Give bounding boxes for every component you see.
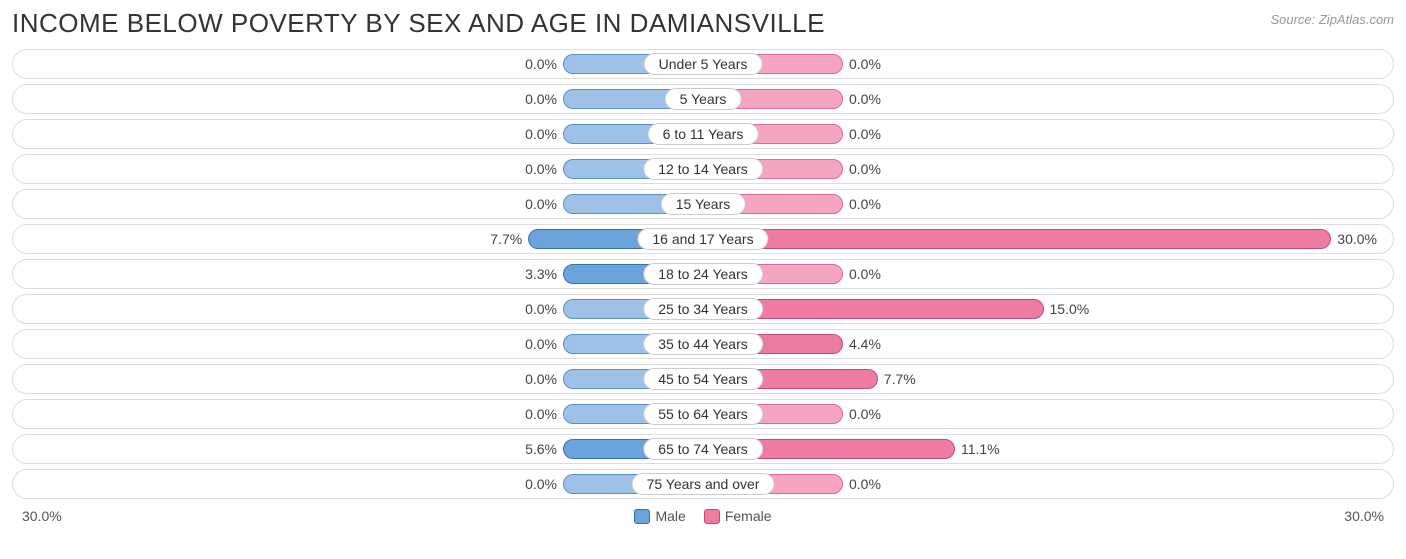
category-label: 55 to 64 Years <box>643 403 763 425</box>
legend-male-label: Male <box>655 508 685 524</box>
female-value: 0.0% <box>843 266 887 282</box>
female-swatch-icon <box>704 509 720 524</box>
category-label: 6 to 11 Years <box>648 123 759 145</box>
row-left-half: 0.0% <box>23 120 703 148</box>
chart-row: 0.0% 0.0% 15 Years <box>12 189 1394 219</box>
female-value: 0.0% <box>843 406 887 422</box>
female-value: 7.7% <box>878 371 922 387</box>
legend: Male Female <box>634 508 771 524</box>
row-left-half: 0.0% <box>23 50 703 78</box>
diverging-bar-chart: 0.0%0.0%Under 5 Years0.0%0.0%5 Years0.0%… <box>12 49 1394 499</box>
category-label: 35 to 44 Years <box>643 333 763 355</box>
category-label: 5 Years <box>665 88 742 110</box>
chart-row: 0.0% 0.0% Under 5 Years <box>12 49 1394 79</box>
male-swatch-icon <box>634 509 650 524</box>
chart-row: 0.0% 0.0% 6 to 11 Years <box>12 119 1394 149</box>
category-label: 45 to 54 Years <box>643 368 763 390</box>
row-left-half: 7.7% <box>23 225 703 253</box>
male-value: 0.0% <box>519 126 563 142</box>
male-value: 0.0% <box>519 336 563 352</box>
category-label: 75 Years and over <box>632 473 775 495</box>
chart-row: 0.0% 0.0% 75 Years and over <box>12 469 1394 499</box>
category-label: 25 to 34 Years <box>643 298 763 320</box>
chart-row: 3.3% 0.0% 18 to 24 Years <box>12 259 1394 289</box>
row-right-half: 0.0% <box>703 260 1383 288</box>
chart-row: 0.0% 15.0% 25 to 34 Years <box>12 294 1394 324</box>
female-value: 0.0% <box>843 56 887 72</box>
male-value: 0.0% <box>519 91 563 107</box>
legend-male: Male <box>634 508 685 524</box>
male-value: 0.0% <box>519 476 563 492</box>
row-right-half: 4.4% <box>703 330 1383 358</box>
chart-row: 0.0% 4.4% 35 to 44 Years <box>12 329 1394 359</box>
category-label: 12 to 14 Years <box>643 158 763 180</box>
category-label: 15 Years <box>661 193 746 215</box>
row-right-half: 15.0% <box>703 295 1383 323</box>
female-value: 0.0% <box>843 161 887 177</box>
row-right-half: 30.0% <box>703 225 1383 253</box>
female-value: 0.0% <box>843 126 887 142</box>
row-left-half: 0.0% <box>23 400 703 428</box>
female-value: 11.1% <box>955 441 1006 457</box>
row-left-half: 0.0% <box>23 155 703 183</box>
row-left-half: 0.0% <box>23 85 703 113</box>
axis-left-label: 30.0% <box>22 508 62 524</box>
row-left-half: 0.0% <box>23 190 703 218</box>
category-label: 16 and 17 Years <box>637 228 768 250</box>
row-right-half: 0.0% <box>703 400 1383 428</box>
female-bar <box>703 229 1331 249</box>
chart-row: 0.0% 7.7% 45 to 54 Years <box>12 364 1394 394</box>
row-left-half: 0.0% <box>23 295 703 323</box>
male-value: 0.0% <box>519 56 563 72</box>
row-left-half: 0.0% <box>23 470 703 498</box>
chart-row: 0.0% 0.0% 5 Years <box>12 84 1394 114</box>
chart-row: 0.0% 0.0% 12 to 14 Years <box>12 154 1394 184</box>
row-right-half: 0.0% <box>703 155 1383 183</box>
female-value: 4.4% <box>843 336 887 352</box>
female-value: 0.0% <box>843 196 887 212</box>
category-label: 65 to 74 Years <box>643 438 763 460</box>
legend-female: Female <box>704 508 772 524</box>
female-value: 30.0% <box>1331 231 1383 247</box>
row-right-half: 0.0% <box>703 85 1383 113</box>
category-label: 18 to 24 Years <box>643 263 763 285</box>
male-value: 0.0% <box>519 196 563 212</box>
chart-title: INCOME BELOW POVERTY BY SEX AND AGE IN D… <box>12 8 825 39</box>
male-value: 3.3% <box>519 266 563 282</box>
legend-female-label: Female <box>725 508 772 524</box>
female-value: 0.0% <box>843 91 887 107</box>
male-value: 5.6% <box>519 441 563 457</box>
row-right-half: 11.1% <box>703 435 1383 463</box>
row-left-half: 0.0% <box>23 330 703 358</box>
axis-row: 30.0% Male Female 30.0% <box>12 504 1394 524</box>
male-value: 0.0% <box>519 371 563 387</box>
chart-row: 7.7% 30.0% 16 and 17 Years <box>12 224 1394 254</box>
header: INCOME BELOW POVERTY BY SEX AND AGE IN D… <box>12 8 1394 39</box>
row-left-half: 0.0% <box>23 365 703 393</box>
chart-row: 5.6% 11.1% 65 to 74 Years <box>12 434 1394 464</box>
row-right-half: 7.7% <box>703 365 1383 393</box>
male-value: 0.0% <box>519 301 563 317</box>
source-attribution: Source: ZipAtlas.com <box>1270 8 1394 27</box>
row-right-half: 0.0% <box>703 190 1383 218</box>
male-value: 7.7% <box>484 231 528 247</box>
female-value: 0.0% <box>843 476 887 492</box>
row-right-half: 0.0% <box>703 50 1383 78</box>
male-value: 0.0% <box>519 161 563 177</box>
row-right-half: 0.0% <box>703 120 1383 148</box>
row-left-half: 5.6% <box>23 435 703 463</box>
axis-right-label: 30.0% <box>1344 508 1384 524</box>
female-value: 15.0% <box>1044 301 1096 317</box>
chart-row: 0.0% 0.0% 55 to 64 Years <box>12 399 1394 429</box>
row-left-half: 3.3% <box>23 260 703 288</box>
row-right-half: 0.0% <box>703 470 1383 498</box>
category-label: Under 5 Years <box>644 53 763 75</box>
male-value: 0.0% <box>519 406 563 422</box>
chart-container: INCOME BELOW POVERTY BY SEX AND AGE IN D… <box>0 0 1406 528</box>
